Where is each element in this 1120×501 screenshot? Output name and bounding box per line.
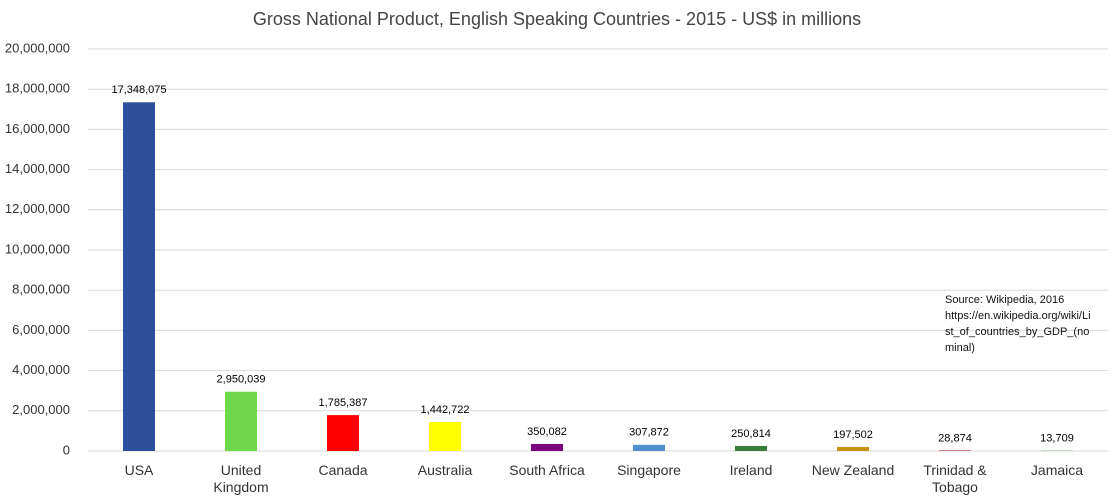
x-tick-label: Australia [417,462,473,478]
bar [837,447,869,451]
y-tick-label: 14,000,000 [5,161,70,176]
value-label: 197,502 [833,429,873,441]
y-tick-label: 2,000,000 [12,402,70,417]
value-label: 28,874 [938,432,972,444]
y-tick-label: 0 [63,442,70,457]
value-label: 13,709 [1040,433,1074,445]
value-label: 307,872 [629,427,669,439]
value-label: 250,814 [731,428,771,440]
source-note: Source: Wikipedia, 2016 https://en.wikip… [945,294,1091,354]
value-label: 1,442,722 [421,404,470,416]
x-tick-label: Ireland [729,462,773,478]
value-label: 1,785,387 [319,397,368,409]
value-label: 2,950,039 [217,374,266,386]
y-tick-label: 4,000,000 [12,362,70,377]
bar [939,450,971,451]
bar [225,391,257,451]
bar [531,443,563,451]
x-tick-label: South Africa [509,462,585,478]
chart-title: Gross National Product, English Speaking… [253,9,861,29]
x-tick-label: USA [124,462,154,478]
x-tick-label: Singapore [617,462,681,478]
bar [123,102,155,451]
y-tick-label: 12,000,000 [5,201,70,216]
bar [633,444,665,451]
y-tick-label: 20,000,000 [5,40,70,55]
y-tick-label: 6,000,000 [12,322,70,337]
bar [327,415,359,451]
bar [429,422,461,451]
x-tick-label: Canada [318,462,368,478]
x-tick-label: United Kingdom [213,462,269,495]
value-label: 17,348,075 [111,84,166,96]
y-tick-label: 10,000,000 [5,241,70,256]
x-tick-label: Jamaica [1030,462,1084,478]
y-tick-label: 8,000,000 [12,282,70,297]
y-tick-label: 18,000,000 [5,81,70,96]
x-tick-label: New Zealand [811,462,895,478]
y-tick-label: 16,000,000 [5,121,70,136]
value-label: 350,082 [527,426,567,438]
x-tick-label: Trinidad & Tobago [923,462,987,495]
bar [735,445,767,451]
